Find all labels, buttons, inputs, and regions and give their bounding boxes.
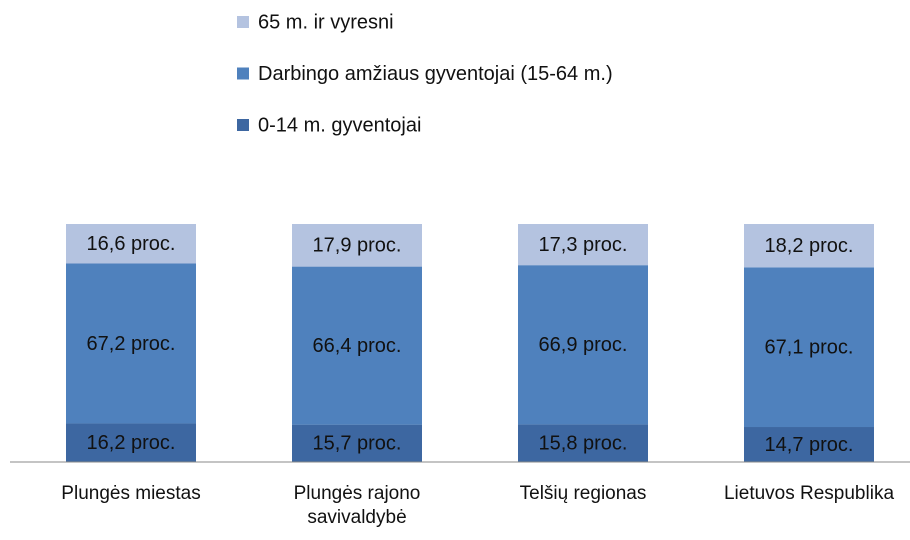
value-label: 66,9 proc. <box>539 334 628 356</box>
bar-segment <box>292 424 422 462</box>
value-label: 15,7 proc. <box>313 433 402 455</box>
x-tick-label: Plungės rajono savivaldybė <box>293 483 421 528</box>
value-label: 16,6 proc. <box>87 233 176 255</box>
value-label: 14,7 proc. <box>765 434 854 456</box>
bar-segment <box>518 224 648 266</box>
bar-segment <box>518 424 648 462</box>
value-label: 17,9 proc. <box>313 235 402 257</box>
value-label: 15,8 proc. <box>539 432 628 454</box>
bar-segment <box>66 423 196 462</box>
legend-label: 0-14 m. gyventojai <box>258 114 421 136</box>
bar-segment <box>744 224 874 268</box>
x-tick-label: Plungės miestas <box>61 483 201 504</box>
bar-segment <box>66 224 196 264</box>
value-label: 66,4 proc. <box>313 335 402 357</box>
value-label: 67,1 proc. <box>765 336 854 358</box>
value-label: 17,3 proc. <box>539 234 628 256</box>
bar-segment <box>744 427 874 462</box>
x-tick-label: Telšių regionas <box>519 483 647 504</box>
legend-swatch <box>237 67 249 80</box>
x-tick-label: Lietuvos Respublika <box>723 483 895 504</box>
bar-segment <box>66 263 196 424</box>
bar-segment <box>744 267 874 428</box>
legend-swatch <box>237 119 249 131</box>
bar-segment <box>292 266 422 425</box>
bar-segment <box>292 224 422 267</box>
legend-swatch <box>237 16 249 28</box>
value-label: 16,2 proc. <box>87 432 176 454</box>
value-label: 18,2 proc. <box>765 235 854 257</box>
value-label: 67,2 proc. <box>87 333 176 355</box>
bar-segment <box>518 265 648 425</box>
legend-label: 65 m. ir vyresni <box>258 11 394 33</box>
legend-label: Darbingo amžiaus gyventojai (15-64 m.) <box>258 63 613 85</box>
